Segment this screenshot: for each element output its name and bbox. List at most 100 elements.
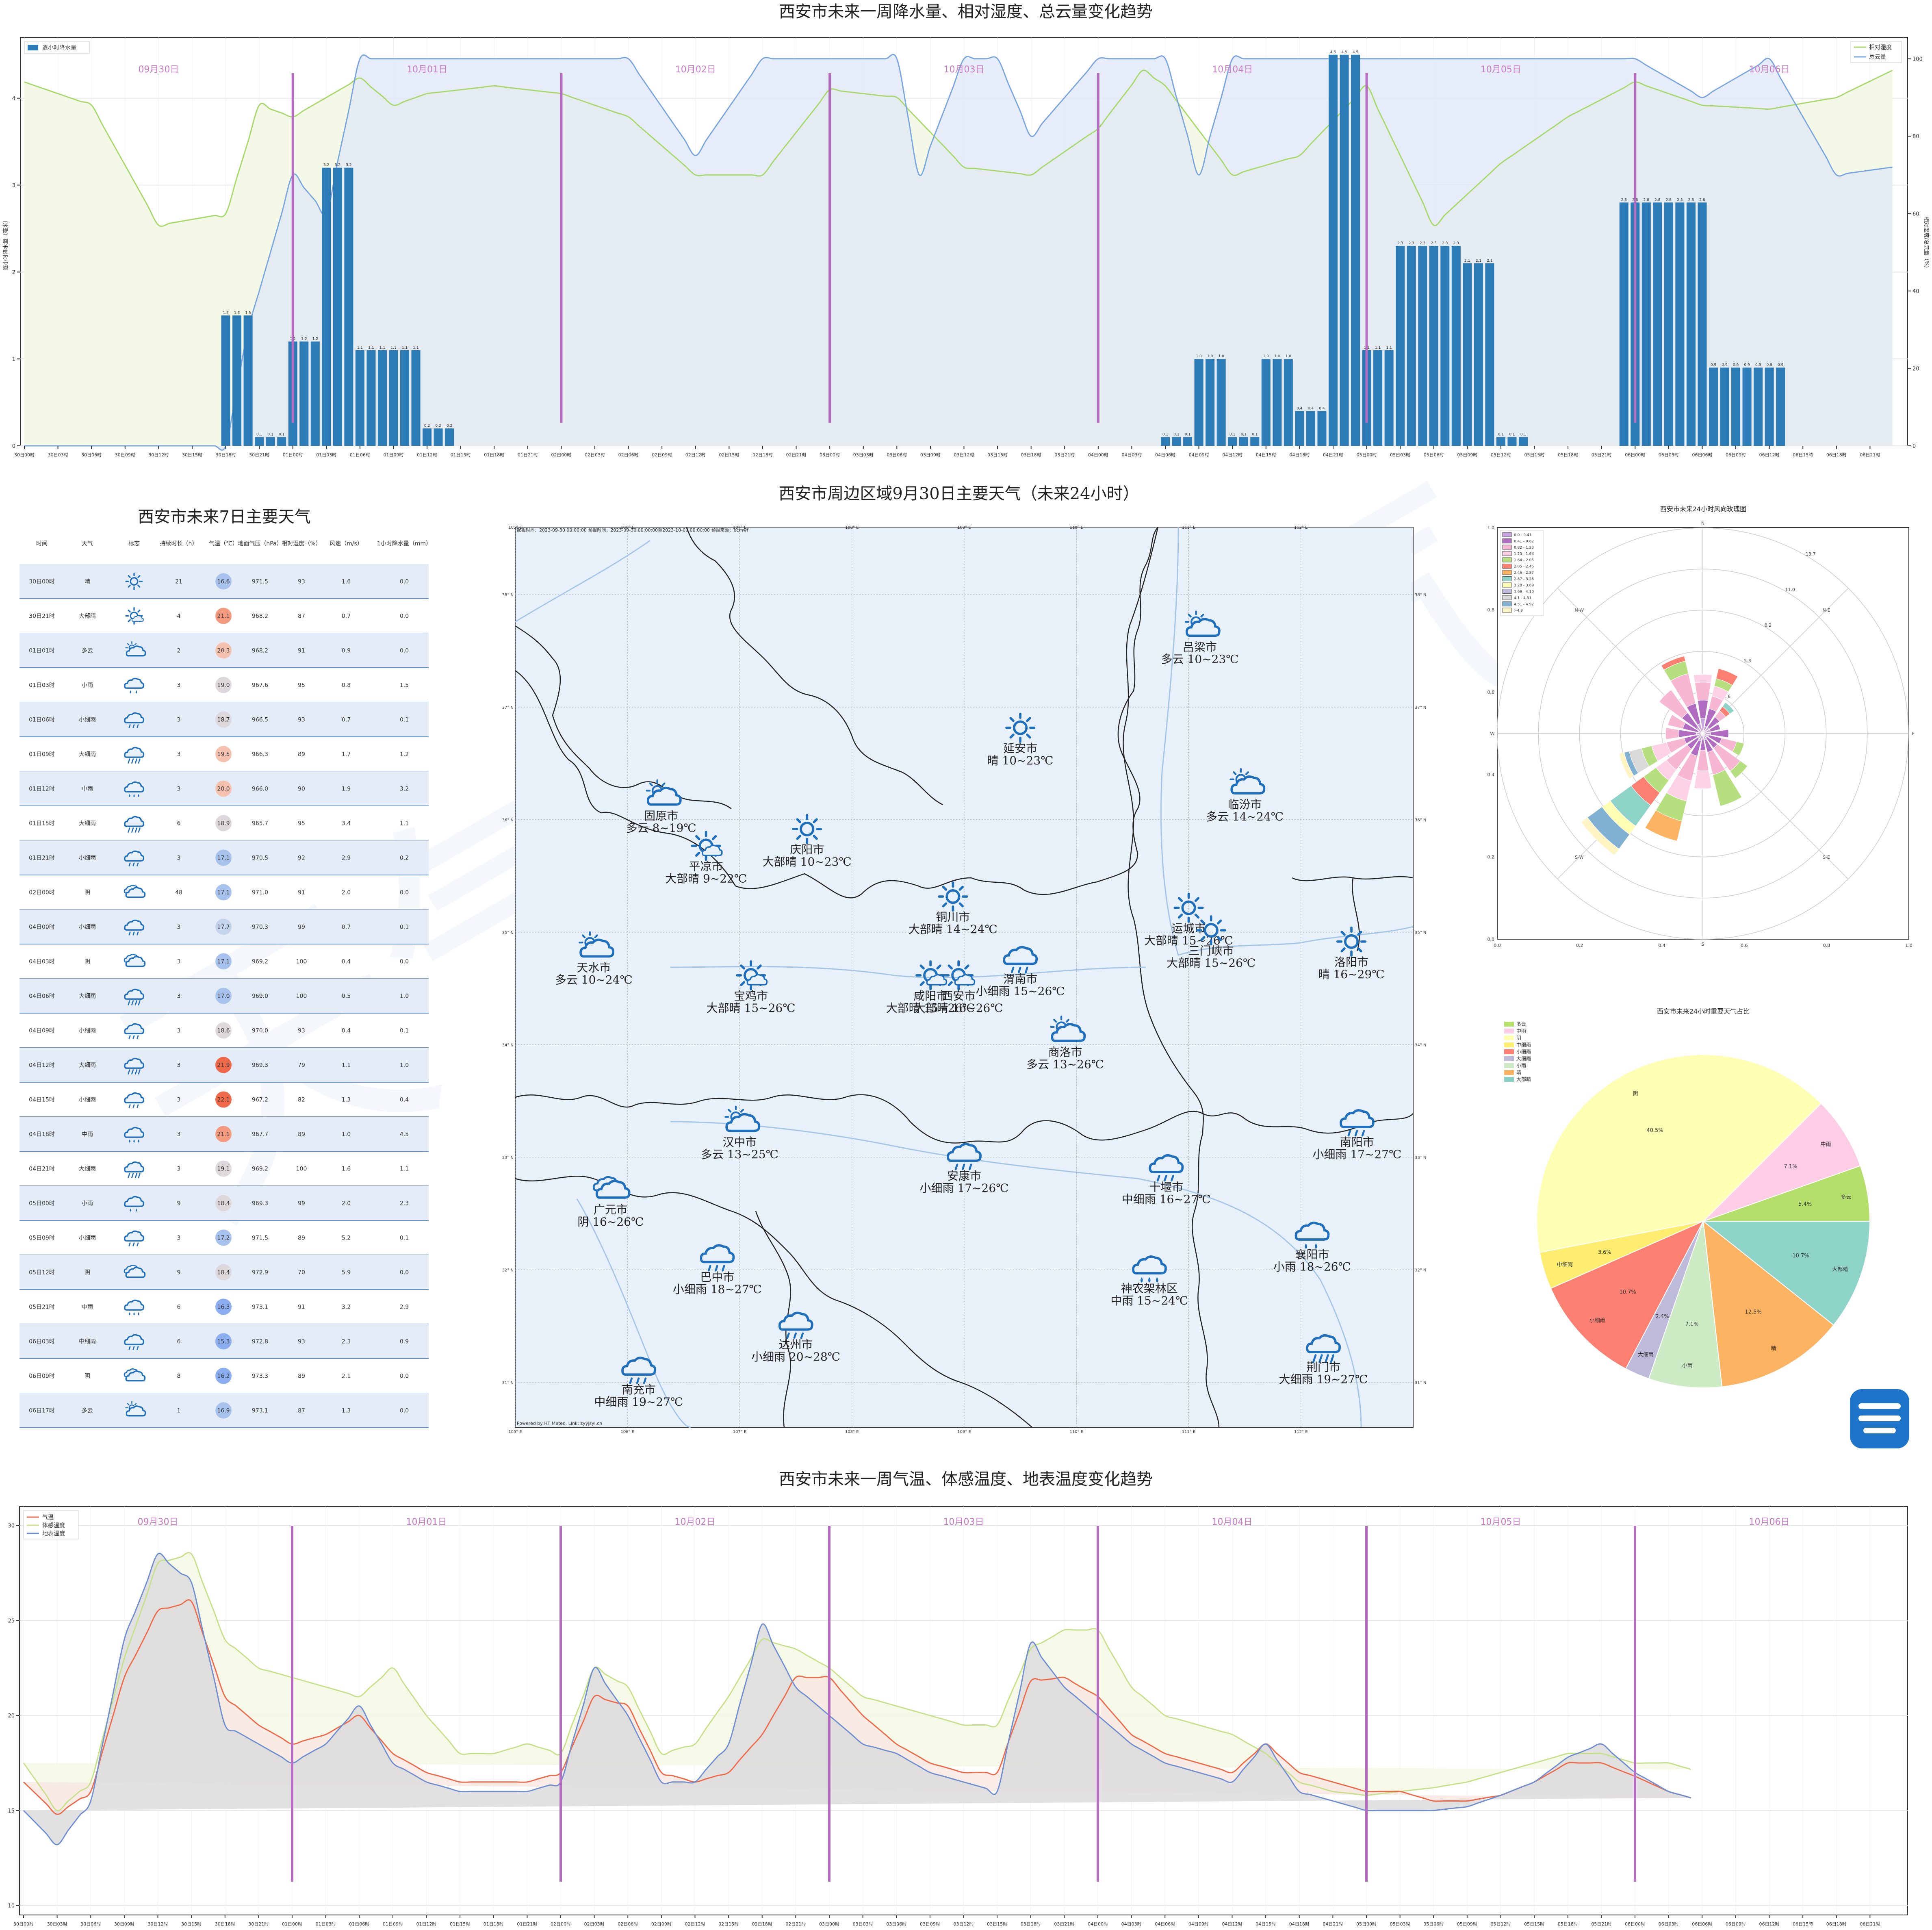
precip-bar-label: 2.3	[1453, 241, 1459, 245]
table-cell: 971.5	[252, 1235, 268, 1242]
lat-tick-label: 37° N	[502, 706, 514, 710]
precip-bar-label: 1.0	[1263, 354, 1269, 358]
table-body: 30日00时晴 21 16.6 971.5 93 1.6 0.030日21时 大部晴 4 21.1…	[20, 564, 429, 1428]
precip-bar	[434, 428, 443, 446]
city-name: 安康市	[947, 1169, 981, 1183]
city-name: 襄阳市	[1295, 1248, 1329, 1261]
precip-xtick-label: 02日03时	[585, 452, 605, 458]
temperature-bubble	[215, 1333, 232, 1350]
precip-bar	[1675, 202, 1685, 446]
table-cell: 0.0	[400, 1373, 409, 1380]
precip-bar	[322, 167, 331, 446]
table-cell: 1.2	[400, 751, 409, 758]
city-name: 渭南市	[1003, 972, 1037, 986]
table-cell: 100	[296, 993, 307, 1000]
precip-xtick-label: 01日03时	[316, 452, 336, 458]
precip-right-ylabel: 相对湿度/总云量（%）	[1923, 217, 1930, 271]
table-cell: 多云	[82, 1407, 93, 1414]
precip-bar-label: 0.1	[1509, 433, 1515, 437]
table-cell: 21	[175, 579, 182, 585]
pie-slice	[1536, 1054, 1822, 1253]
precip-bar-label: 0.1	[1162, 433, 1168, 437]
precip-bar-label: 0.2	[447, 424, 452, 428]
city-name: 荆门市	[1306, 1361, 1340, 1374]
precip-bar-label: 1.2	[312, 337, 318, 341]
table-cell: 965.7	[252, 821, 268, 827]
map-info-text: 起报时间：2023-09-30 00:00:00 预报时间：2023-09-30…	[517, 527, 749, 533]
table-cell: 93	[298, 1028, 305, 1034]
precip-bar	[423, 428, 432, 446]
table-cell: 01日21时	[29, 855, 55, 862]
pie-slice	[1703, 1165, 1871, 1222]
pie-legend-label: 小雨	[1516, 1063, 1526, 1068]
day-label: 10月06日	[1749, 1517, 1790, 1527]
table-cell: 973.1	[252, 1304, 268, 1311]
wind-rose-legend-label: 4.51 - 4.92	[1514, 603, 1534, 607]
table-cell: 04日00时	[29, 924, 55, 931]
city-name: 三门峡市	[1188, 944, 1234, 957]
precip-xtick-label: 06日06时	[1692, 452, 1712, 458]
city-forecast: 多云 10~24℃	[555, 973, 633, 987]
pie-slice	[1703, 1103, 1861, 1222]
table-cell: 1.7	[342, 751, 351, 758]
table-cell: 中雨	[82, 786, 93, 792]
table-cell: 973.3	[252, 1373, 268, 1380]
table-cell: 中雨	[82, 1304, 93, 1311]
table-column-header: 风速（m/s）	[330, 541, 363, 547]
humidity-line	[24, 69, 1893, 227]
temp-xtick-label: 04日15时	[1255, 1921, 1276, 1927]
precip-xtick-label: 03日21时	[1054, 452, 1075, 458]
table-cell: 3	[177, 1166, 181, 1172]
table-row: 05日12时 阴 9 18.4 972.9 70 5.9 0.0	[20, 1255, 429, 1290]
lon-tick-label: 109° E	[957, 1430, 971, 1434]
pie-slice-percent: 10.7%	[1792, 1253, 1809, 1259]
day-label: 10月04日	[1212, 65, 1253, 75]
precip-bar	[366, 350, 376, 446]
table-cell: 100	[296, 1166, 307, 1172]
river-yellow-1	[515, 540, 651, 623]
pie-slice-label: 小雨	[1682, 1363, 1693, 1369]
table-cell: 1.9	[342, 786, 351, 792]
temp-xtick-label: 05日09时	[1457, 1921, 1477, 1927]
precip-bar-label: 3.2	[335, 163, 340, 167]
wind-rose-legend-swatch	[1502, 595, 1512, 600]
table-cell: 70	[298, 1270, 305, 1276]
precip-bar-label: 2.8	[1621, 198, 1627, 202]
wind-rose-xtick-label: 0.0	[1494, 943, 1501, 948]
table-cell: 20.3	[217, 648, 230, 654]
city-name: 固原市	[644, 809, 678, 823]
precip-day-markers: 09月30日 10月01日 10月02日 10月03日 10月04日 10月05日 10月0…	[138, 65, 1790, 423]
temp-xtick-label: 03日18时	[1021, 1921, 1041, 1927]
city-forecast: 多云 13~26℃	[1026, 1057, 1104, 1071]
table-cell: 0.7	[342, 613, 351, 620]
precip-bar	[1396, 246, 1405, 446]
temp-xtick-label: 06日21时	[1860, 1921, 1880, 1927]
precip-ytick-label: 4	[12, 96, 15, 102]
temp-line-1	[23, 1552, 1691, 1811]
table-cell: 99	[298, 1201, 305, 1207]
precip-bar-label: 0.1	[1520, 433, 1526, 437]
temperature-bubble	[215, 815, 232, 831]
table-cell: 1.0	[342, 1131, 351, 1138]
precip-bar	[266, 437, 275, 446]
table-cell: 02日00时	[29, 890, 55, 896]
precip-bar-label: 0.2	[435, 424, 441, 428]
table-cell: 20.0	[217, 786, 230, 792]
precip-xtick-label: 05日09时	[1457, 452, 1477, 458]
precip-xtick-label: 30日00时	[14, 452, 35, 458]
temperature-day-markers: 09月30日 10月01日 10月02日 10月03日 10月04日 10月05日 10月0…	[138, 1517, 1790, 1882]
city-forecast: 晴 16~29℃	[1318, 968, 1385, 981]
city-forecast: 大细雨 19~27℃	[1279, 1373, 1368, 1386]
table-cell: 阴	[85, 890, 90, 896]
precip-xtick-label: 30日09时	[115, 452, 135, 458]
temp-xtick-label: 30日06时	[80, 1921, 101, 1927]
precip-bar-label: 0.4	[1319, 406, 1325, 410]
table-cell: 大细雨	[79, 751, 96, 758]
city-name: 延安市	[1003, 742, 1037, 755]
precip-bar-label: 0.1	[1498, 433, 1504, 437]
wind-rose-ytick-label: 0.6	[1487, 690, 1495, 695]
